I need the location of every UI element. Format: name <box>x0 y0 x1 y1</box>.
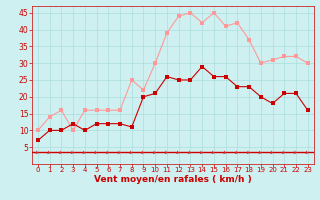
X-axis label: Vent moyen/en rafales ( km/h ): Vent moyen/en rafales ( km/h ) <box>94 175 252 184</box>
